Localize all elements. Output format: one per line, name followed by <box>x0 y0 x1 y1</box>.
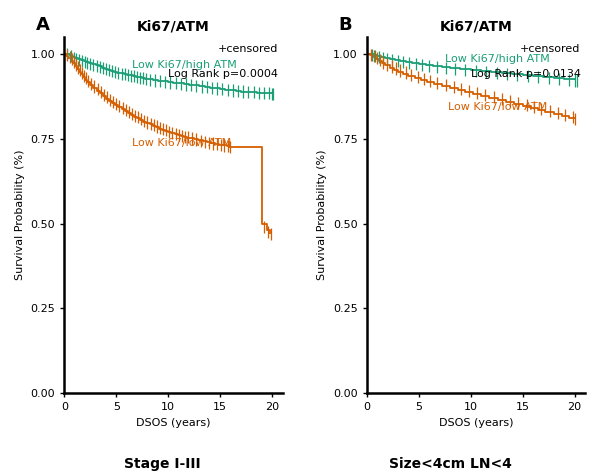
Title: Ki67/ATM: Ki67/ATM <box>137 19 210 33</box>
Text: Low Ki67/low ATM: Low Ki67/low ATM <box>448 102 547 112</box>
Text: A: A <box>36 16 50 34</box>
Text: Size<4cm LN<4: Size<4cm LN<4 <box>389 457 511 471</box>
Text: Low Ki67/high ATM: Low Ki67/high ATM <box>132 60 236 69</box>
X-axis label: DSOS (years): DSOS (years) <box>136 417 211 427</box>
Title: Ki67/ATM: Ki67/ATM <box>439 19 512 33</box>
Text: B: B <box>338 16 352 34</box>
Text: Log Rank p=0.0134: Log Rank p=0.0134 <box>470 69 581 79</box>
Text: Low Ki67/high ATM: Low Ki67/high ATM <box>445 54 550 64</box>
Text: +censored: +censored <box>520 44 581 54</box>
Text: Low Ki67/low ATM: Low Ki67/low ATM <box>132 138 231 148</box>
Y-axis label: Survival Probability (%): Survival Probability (%) <box>15 150 25 280</box>
Text: Stage I-III: Stage I-III <box>124 457 200 471</box>
Text: Log Rank p=0.0004: Log Rank p=0.0004 <box>168 69 278 79</box>
Y-axis label: Survival Probability (%): Survival Probability (%) <box>317 150 328 280</box>
Text: +censored: +censored <box>218 44 278 54</box>
X-axis label: DSOS (years): DSOS (years) <box>439 417 513 427</box>
